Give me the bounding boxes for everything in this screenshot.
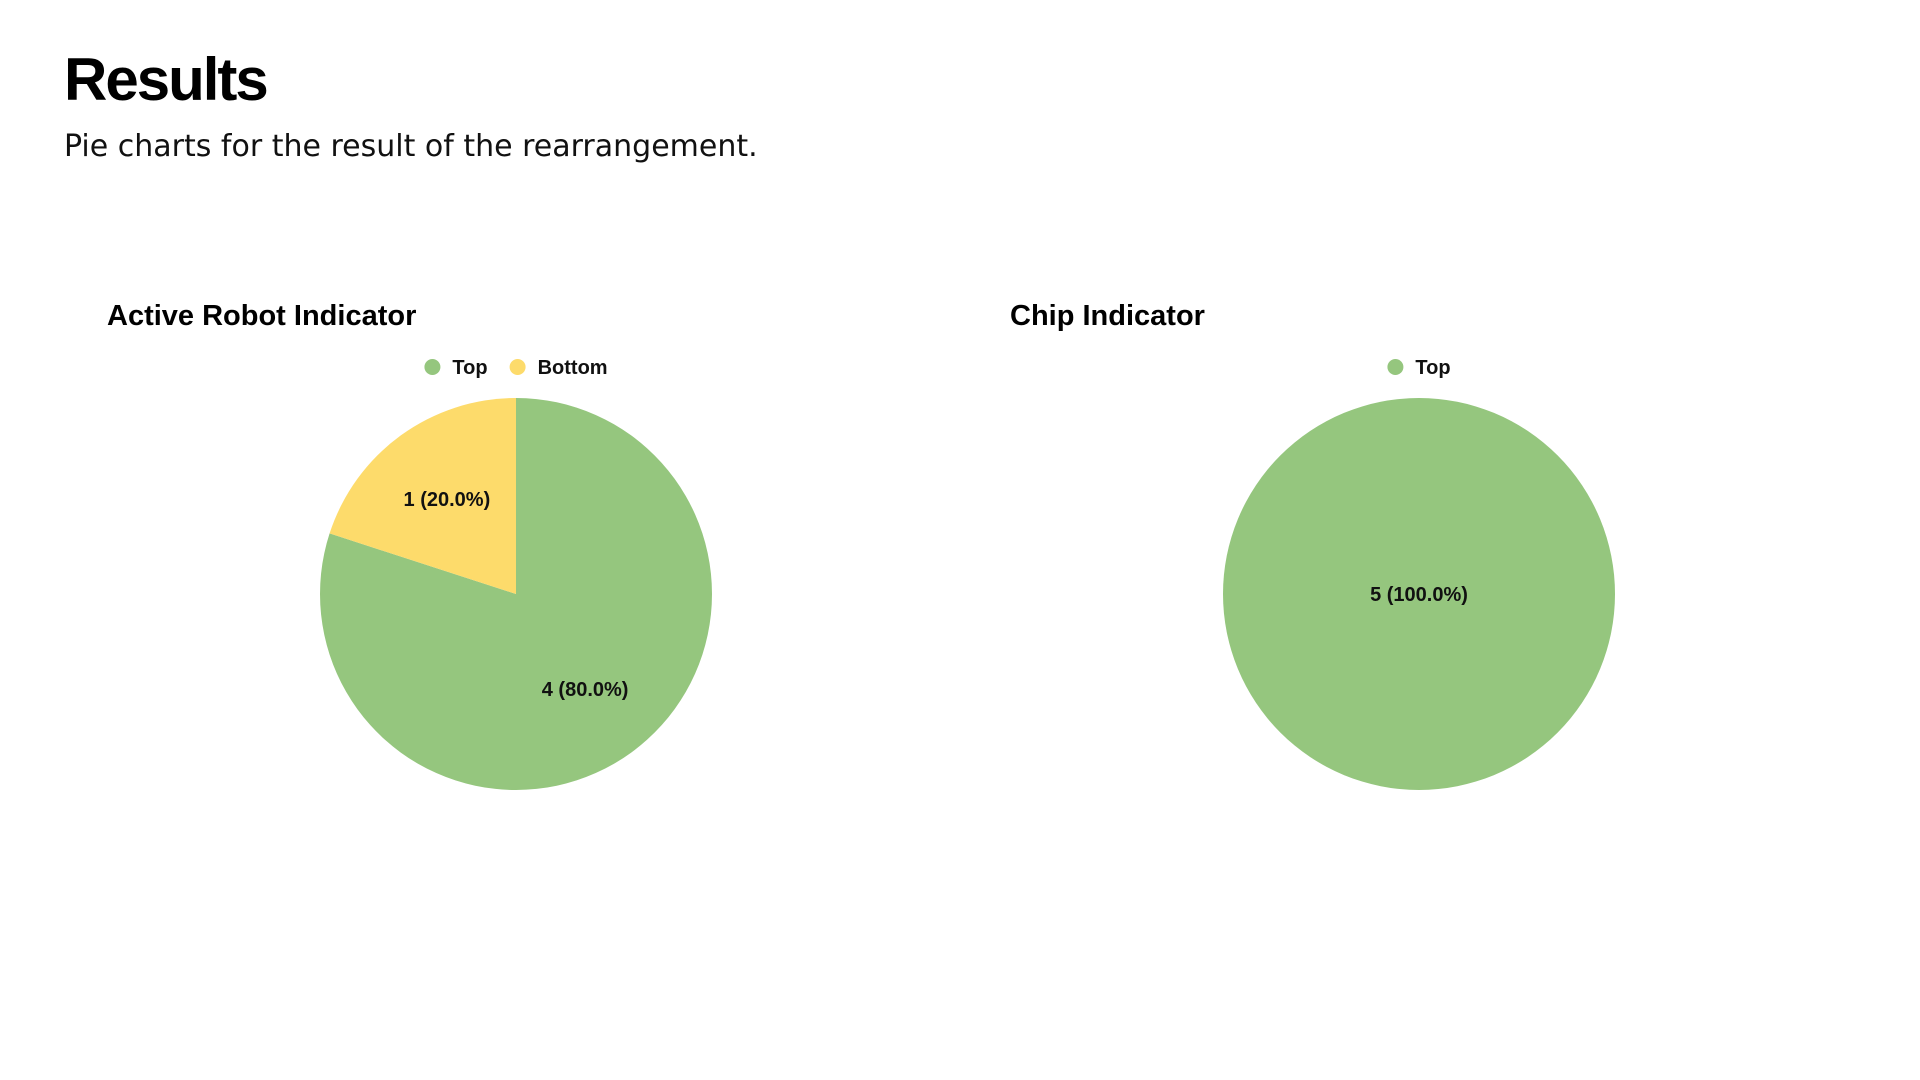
page-subtitle: Pie charts for the result of the rearran… <box>64 129 758 164</box>
legend-label-bottom: Bottom <box>538 357 608 379</box>
chip-indicator-chart: Chip Indicator Top 5 (100.0%) <box>1010 290 1910 810</box>
legend-label-top: Top <box>452 357 487 379</box>
active-robot-indicator-chart: Active Robot Indicator Top Bottom 4 (80.0%… <box>107 290 1007 810</box>
slice-label-top: 4 (80.0%) <box>542 679 629 701</box>
chart-title: Active Robot Indicator <box>107 300 417 332</box>
pie-chart-svg: Top Bottom 4 (80.0%) 1 (20.0%) <box>319 357 712 790</box>
legend-marker-top <box>1387 359 1404 375</box>
legend-marker-top <box>424 359 441 375</box>
chart-title: Chip Indicator <box>1010 300 1205 332</box>
pie-slice-bottom <box>329 398 516 594</box>
pie-slice-top <box>1223 398 1615 790</box>
slice-label-top: 5 (100.0%) <box>1370 584 1468 606</box>
legend-marker-bottom <box>509 359 526 375</box>
page-title: Results <box>64 46 269 113</box>
slice-label-bottom: 1 (20.0%) <box>404 489 491 511</box>
pie-chart-svg: Top 5 (100.0%) <box>1223 357 1615 790</box>
legend-label-top: Top <box>1415 357 1450 379</box>
